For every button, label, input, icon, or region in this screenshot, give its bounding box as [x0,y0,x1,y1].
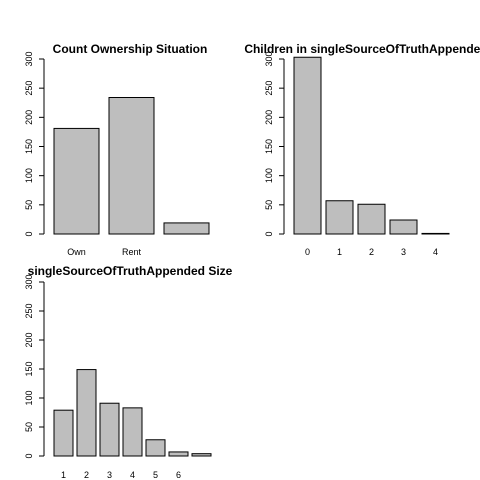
y-tick-label: 200 [24,332,34,347]
y-tick-label: 50 [24,200,34,210]
x-tick-label: Own [67,247,86,257]
chart-panel-3: singleSourceOfTruthAppended Size05010015… [24,264,233,480]
bar [421,232,450,235]
bar [325,200,354,235]
x-tick-label: 0 [305,247,310,257]
y-tick-label: 200 [24,110,34,125]
x-tick-label: 3 [107,470,112,480]
y-tick-label: 100 [24,390,34,405]
x-tick-label: 1 [61,470,66,480]
y-tick-label: 250 [24,303,34,318]
x-tick-label: 6 [176,470,181,480]
x-tick-label: 3 [401,247,406,257]
x-tick-label: 4 [433,247,438,257]
y-tick-label: 50 [264,200,274,210]
bar [122,407,143,457]
x-tick-label: 4 [130,470,135,480]
y-tick-label: 0 [24,453,34,458]
y-tick-label: 250 [264,81,274,96]
bar [293,56,322,235]
x-tick-label: 2 [369,247,374,257]
bar [389,219,418,235]
bar [99,402,120,457]
bar [145,439,166,457]
y-tick-label: 250 [24,81,34,96]
bar [53,409,74,457]
y-tick-label: 300 [24,274,34,289]
bar [163,222,210,235]
bar [108,97,155,235]
y-tick-label: 150 [24,139,34,154]
y-tick-label: 300 [24,51,34,66]
bar [53,127,100,235]
bar [168,451,189,457]
y-tick-label: 0 [24,231,34,236]
y-tick-label: 300 [264,51,274,66]
chart-title: Count Ownership Situation [53,42,208,56]
y-tick-label: 200 [264,110,274,125]
y-tick-label: 100 [264,168,274,183]
y-tick-label: 150 [264,139,274,154]
bar [76,369,97,457]
bar [357,203,386,235]
y-tick-label: 50 [24,422,34,432]
x-tick-label: 2 [84,470,89,480]
x-tick-label: 1 [337,247,342,257]
x-tick-label: Rent [122,247,142,257]
chart-title: singleSourceOfTruthAppended Size [28,264,233,278]
bar [191,453,212,457]
y-tick-label: 150 [24,361,34,376]
y-tick-label: 0 [264,231,274,236]
chart-panel-2: Children in singleSourceOfTruthAppended 0… [244,42,480,257]
chart-title: Children in singleSourceOfTruthAppended [244,42,480,56]
chart-panel-1: Count Ownership Situation 0 50 100 150 200 250… [24,42,210,257]
x-tick-label: 5 [153,470,158,480]
y-tick-label: 100 [24,168,34,183]
